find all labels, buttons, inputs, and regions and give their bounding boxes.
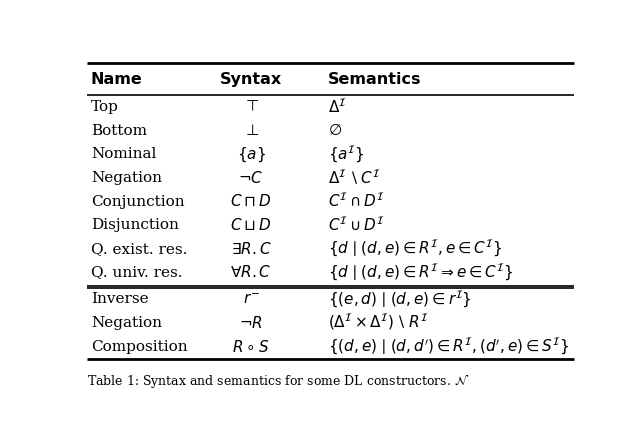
- Text: Bottom: Bottom: [91, 124, 147, 138]
- Text: $\emptyset$: $\emptyset$: [328, 123, 342, 138]
- Text: $C^{\mathcal{I}} \cup D^{\mathcal{I}}$: $C^{\mathcal{I}} \cup D^{\mathcal{I}}$: [328, 216, 385, 235]
- Text: $R \circ S$: $R \circ S$: [232, 339, 270, 355]
- Text: Composition: Composition: [91, 340, 188, 354]
- Text: $\{(e,d)\mid(d,e)\in r^{\mathcal{I}}\}$: $\{(e,d)\mid(d,e)\in r^{\mathcal{I}}\}$: [328, 289, 472, 310]
- Text: $\{d\mid(d,e)\in R^{\mathcal{I}}, e\in C^{\mathcal{I}}\}$: $\{d\mid(d,e)\in R^{\mathcal{I}}, e\in C…: [328, 239, 502, 259]
- Text: Table 1: Syntax and semantics for some DL constructors. $\mathcal{N}$: Table 1: Syntax and semantics for some D…: [88, 372, 470, 390]
- Text: $C \sqcup D$: $C \sqcup D$: [230, 217, 272, 233]
- Text: Name: Name: [91, 72, 143, 87]
- Text: Q. exist. res.: Q. exist. res.: [91, 242, 188, 256]
- Text: Q. univ. res.: Q. univ. res.: [91, 265, 182, 280]
- Text: Nominal: Nominal: [91, 147, 156, 161]
- Text: Conjunction: Conjunction: [91, 194, 184, 209]
- Text: Negation: Negation: [91, 316, 162, 330]
- Text: $\{a\}$: $\{a\}$: [237, 145, 266, 164]
- Text: $C^{\mathcal{I}} \cap D^{\mathcal{I}}$: $C^{\mathcal{I}} \cap D^{\mathcal{I}}$: [328, 192, 385, 211]
- Text: Semantics: Semantics: [328, 72, 422, 87]
- Text: $(\Delta^{\mathcal{I}}\times\Delta^{\mathcal{I}})\setminus R^{\mathcal{I}}$: $(\Delta^{\mathcal{I}}\times\Delta^{\mat…: [328, 313, 429, 333]
- Text: $\top$: $\top$: [243, 100, 260, 115]
- Text: $C \sqcap D$: $C \sqcap D$: [230, 194, 272, 209]
- Text: $\Delta^{\mathcal{I}}$: $\Delta^{\mathcal{I}}$: [328, 98, 347, 116]
- Text: $\neg R$: $\neg R$: [239, 315, 263, 331]
- Text: Syntax: Syntax: [220, 72, 282, 87]
- Text: Inverse: Inverse: [91, 292, 148, 306]
- Text: $r^{-}$: $r^{-}$: [243, 292, 260, 307]
- Text: $\forall R.C$: $\forall R.C$: [230, 265, 272, 280]
- Text: $\exists R.C$: $\exists R.C$: [231, 241, 271, 257]
- Text: Top: Top: [91, 100, 119, 114]
- Text: $\Delta^{\mathcal{I}}\setminus C^{\mathcal{I}}$: $\Delta^{\mathcal{I}}\setminus C^{\mathc…: [328, 168, 381, 187]
- Text: $\{d\mid(d,e)\in R^{\mathcal{I}}\Rightarrow e\in C^{\mathcal{I}}\}$: $\{d\mid(d,e)\in R^{\mathcal{I}}\Rightar…: [328, 262, 513, 283]
- Text: Disjunction: Disjunction: [91, 218, 179, 232]
- Text: $\neg C$: $\neg C$: [239, 170, 264, 186]
- Text: Negation: Negation: [91, 171, 162, 185]
- Text: $\bot$: $\bot$: [243, 123, 260, 138]
- Text: $\{(d,e)\mid(d,d')\in R^{\mathcal{I}},(d',e)\in S^{\mathcal{I}}\}$: $\{(d,e)\mid(d,d')\in R^{\mathcal{I}},(d…: [328, 336, 569, 357]
- Text: $\{a^{\mathcal{I}}\}$: $\{a^{\mathcal{I}}\}$: [328, 144, 364, 165]
